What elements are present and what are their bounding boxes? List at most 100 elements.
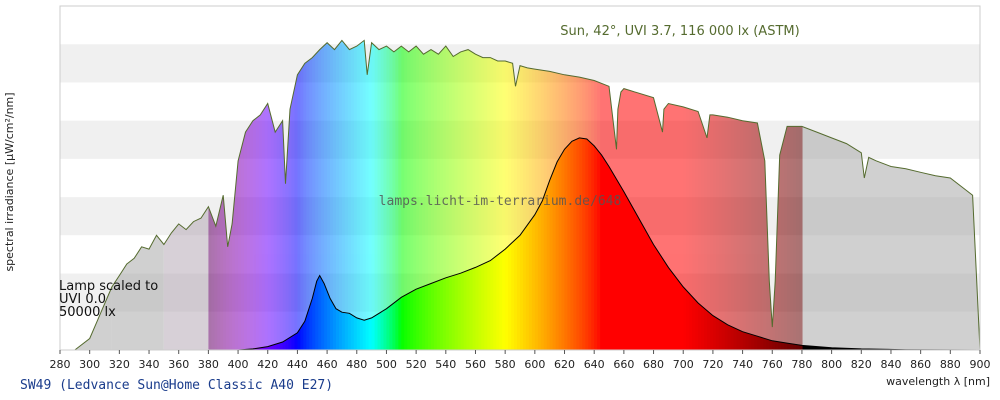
spectrum-strip — [662, 40, 667, 350]
spectrum-strip — [413, 40, 417, 350]
spectrum-strip — [671, 40, 675, 350]
sun-spectrum-line — [74, 39, 981, 351]
x-tick-label: 740 — [732, 358, 753, 371]
spectrum-strip — [522, 137, 527, 350]
spectrum-strip — [425, 40, 429, 350]
spectrum-strip — [356, 40, 361, 350]
spectrum-strip — [330, 40, 334, 350]
spectrum-strip — [787, 40, 791, 350]
spectrum-strip — [315, 40, 319, 350]
x-tick-label: 640 — [584, 358, 605, 371]
x-tick-label: 560 — [465, 358, 486, 371]
spectrum-strip — [644, 40, 649, 350]
plot-frame — [59, 5, 981, 351]
spectrum-strip — [401, 40, 405, 350]
spectrum-strip — [573, 137, 577, 350]
spectrum-strip — [552, 137, 557, 350]
x-tick-label: 520 — [406, 358, 427, 371]
spectrum-strip — [451, 40, 456, 350]
x-tick-label: 400 — [228, 358, 249, 371]
lamp-label-line-1: Lamp scaled to — [59, 279, 158, 294]
spectrum-strip — [383, 40, 388, 350]
spectrum-strip — [665, 40, 669, 350]
spectrum-strip — [534, 40, 539, 350]
spectrum-strip — [276, 40, 281, 350]
x-tick-label: 360 — [168, 358, 189, 371]
spectrum-strip — [739, 40, 744, 350]
spectrum-strip — [282, 40, 287, 350]
x-tick-label: 700 — [673, 358, 694, 371]
spectrum-strip — [428, 40, 432, 350]
spectrum-strip — [490, 40, 494, 350]
spectrum-strip — [511, 137, 515, 350]
spectrum-strip — [517, 137, 521, 350]
spectrum-strip — [392, 40, 396, 350]
spectrum-strip — [460, 40, 465, 350]
spectrum-strip — [715, 40, 720, 350]
spectrum-strip — [285, 40, 290, 350]
spectrum-strip — [603, 137, 607, 350]
spectrum-strip — [638, 40, 643, 350]
spectrum-strip — [531, 40, 536, 350]
x-tick-label: 320 — [109, 358, 130, 371]
spectrum-strip — [493, 40, 497, 350]
spectrum-strip — [561, 137, 566, 350]
spectrum-strip — [706, 40, 711, 350]
spectrum-strip — [457, 40, 462, 350]
spectrum-strip — [689, 40, 693, 350]
spectrum-strip — [617, 137, 622, 350]
spectrum-strip — [558, 137, 563, 350]
spectrum-strip — [620, 137, 625, 350]
spectrum-strip — [576, 137, 580, 350]
spectrum-strip — [585, 137, 589, 350]
spectrum-strip — [525, 137, 530, 350]
spectrum-strip — [508, 40, 512, 350]
spectrum-strip — [712, 40, 717, 350]
spectrum-strip — [475, 40, 480, 350]
spectrum-strip — [543, 137, 548, 350]
watermark-text: lamps.licht-im-terrarium.de/648 — [379, 194, 622, 209]
x-tick-label: 380 — [198, 358, 219, 371]
x-tick-label: 580 — [495, 358, 516, 371]
spectrum-strip — [588, 137, 592, 350]
spectrum-strip — [564, 137, 569, 350]
spectrum-strip — [347, 40, 352, 350]
spectrum-strip — [288, 40, 293, 350]
spectrum-strip — [511, 40, 515, 350]
spectrum-strip — [252, 40, 257, 350]
spectrum-strip — [514, 40, 518, 350]
spectrum-strip — [635, 40, 640, 350]
spectrum-strip — [742, 40, 747, 350]
spectrum-strip — [626, 40, 631, 350]
spectrum-strip — [502, 40, 506, 350]
spectrum-strip — [380, 40, 385, 350]
x-tick-label: 800 — [821, 358, 842, 371]
spectrum-strip — [258, 40, 263, 350]
spectrum-strip — [246, 40, 251, 350]
spectrum-strip — [781, 40, 785, 350]
spectrum-strip — [333, 40, 337, 350]
spectrum-strip — [407, 40, 411, 350]
spectrum-strip — [686, 40, 690, 350]
spectrum-strip — [638, 137, 643, 350]
spectrum-strip — [433, 40, 438, 350]
spectrum-strip — [270, 40, 275, 350]
footer-lamp-name: SW49 (Ledvance Sun@Home Classic A40 E27) — [20, 378, 333, 393]
spectrum-strip — [709, 40, 714, 350]
spectrum-strip — [273, 40, 278, 350]
spectrum-strip — [650, 40, 655, 350]
spectrum-strip — [594, 137, 598, 350]
spectrum-strip — [748, 40, 753, 350]
x-axis-ticks: 280 300 320 340 360 380 400 420 440 460 480 500 520 5… — [50, 350, 991, 371]
x-tick-label: 500 — [376, 358, 397, 371]
spectrum-strip — [704, 40, 708, 350]
spectrum-strip — [389, 40, 393, 350]
spectrum-strip — [472, 40, 477, 350]
spectrum-strip — [718, 40, 723, 350]
spectrum-strip — [763, 40, 767, 350]
x-tick-label: 340 — [139, 358, 160, 371]
spectrum-strip — [279, 40, 284, 350]
spectrum-strip — [344, 40, 349, 350]
spectrum-strip — [448, 40, 453, 350]
x-tick-label: 420 — [257, 358, 278, 371]
